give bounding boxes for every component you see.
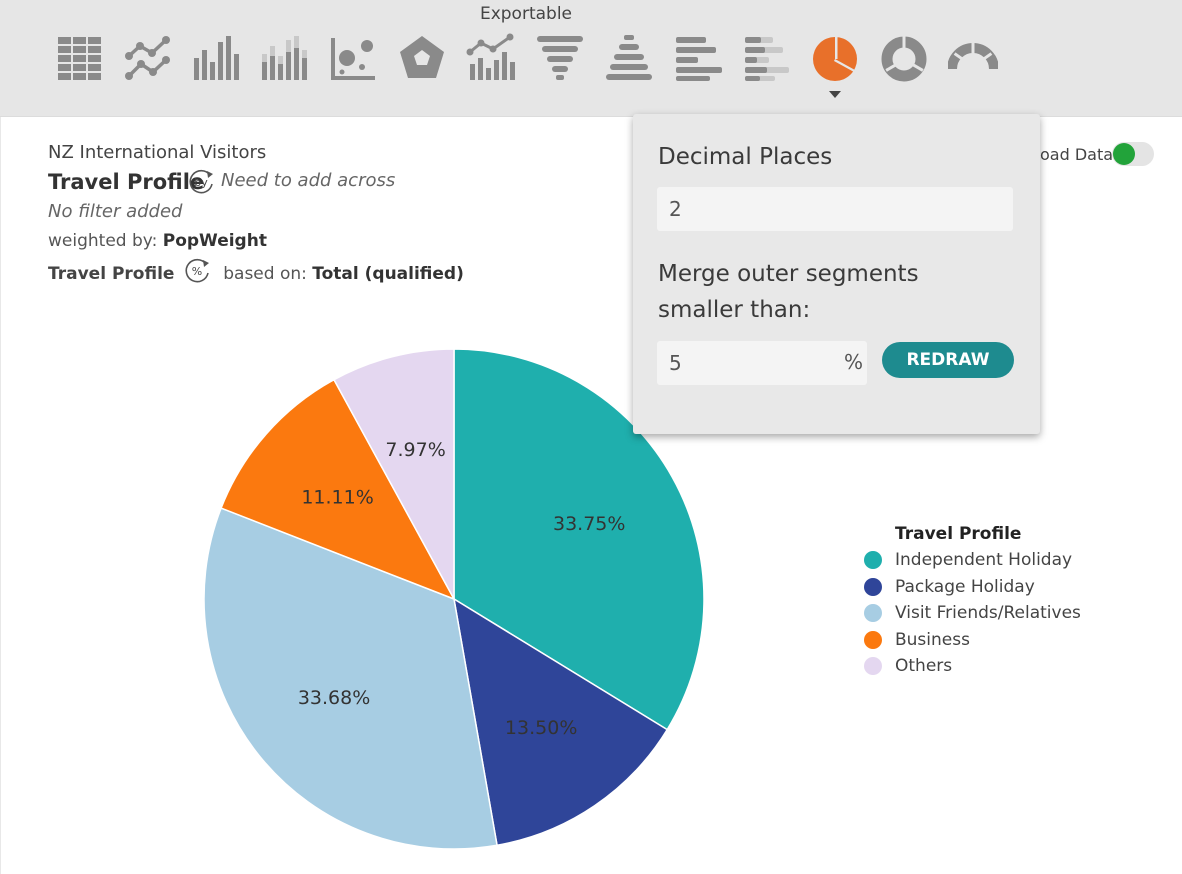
percent-cycle-icon[interactable]: % — [182, 256, 212, 286]
page-subtitle: NZ International Visitors — [48, 142, 267, 163]
horizontal-bar-chart-icon[interactable] — [673, 32, 723, 84]
legend-title: Travel Profile — [895, 524, 1022, 544]
stacked-horizontal-bar-chart-icon[interactable] — [742, 32, 792, 84]
filter-note[interactable]: No filter added — [48, 201, 183, 222]
legend-item-1[interactable]: Package Holiday — [864, 574, 1081, 601]
chart-type-toolbar: Exportable — [0, 0, 1182, 117]
by-badge-label: by — [194, 176, 208, 189]
pie-chart-icon[interactable] — [810, 32, 860, 84]
scatter-chart-icon[interactable] — [328, 32, 378, 84]
based-prefix: based on: — [223, 264, 307, 284]
legend-label: Others — [895, 656, 953, 677]
pie-slice-3[interactable] — [220, 378, 456, 601]
question-title: Travel Profile — [48, 170, 205, 194]
pyramid-chart-icon[interactable] — [604, 32, 654, 84]
decimal-places-input[interactable] — [657, 187, 1013, 231]
load-data-toggle[interactable] — [1112, 142, 1154, 166]
legend-swatch — [864, 657, 882, 676]
left-border — [0, 117, 1, 874]
legend-swatch — [864, 630, 882, 649]
bar-chart-icon[interactable] — [191, 32, 241, 84]
pie-slice-2[interactable] — [203, 507, 498, 850]
pie-data-label-0: 33.75% — [553, 513, 625, 535]
pie-slice-1[interactable] — [452, 597, 669, 847]
based-value[interactable]: Total (qualified) — [312, 264, 464, 284]
by-cycle-icon[interactable]: by — [186, 167, 216, 197]
merge-unit-label: % — [844, 350, 864, 374]
legend-swatch — [864, 604, 882, 623]
stacked-bar-chart-icon[interactable] — [259, 32, 309, 84]
based-question: Travel Profile — [48, 264, 175, 284]
weighted-value[interactable]: PopWeight — [162, 231, 267, 251]
table-icon[interactable] — [55, 32, 105, 84]
funnel-chart-icon[interactable] — [535, 32, 585, 84]
legend-swatch — [864, 577, 882, 596]
pie-data-label-1: 13.50% — [505, 717, 577, 739]
legend-item-2[interactable]: Visit Friends/Relatives — [864, 600, 1081, 627]
legend-item-4[interactable]: Others — [864, 653, 1081, 680]
redraw-button[interactable]: REDRAW — [882, 342, 1014, 378]
merge-label-line2: smaller than: — [658, 297, 811, 323]
pie-data-label-4: 7.97% — [385, 439, 445, 461]
legend-label: Package Holiday — [895, 576, 1035, 597]
legend-label: Business — [895, 629, 970, 650]
pie-data-label-2: 33.68% — [298, 687, 370, 709]
based-on-line: Travel Profile % based on: Total (qualif… — [48, 258, 464, 286]
legend-label: Independent Holiday — [895, 550, 1073, 571]
pie-data-label-3: 11.11% — [301, 487, 373, 509]
legend-label: Visit Friends/Relatives — [895, 603, 1081, 624]
legend-item-0[interactable]: Independent Holiday — [864, 547, 1081, 574]
donut-chart-icon[interactable] — [879, 32, 929, 84]
pct-badge-label: % — [192, 265, 202, 278]
toggle-knob — [1113, 143, 1135, 165]
load-data-label: oad Data: — [1040, 145, 1119, 164]
across-note[interactable]: Need to add across — [221, 170, 396, 191]
gauge-chart-icon[interactable] — [948, 32, 998, 84]
chart-legend: Travel Profile Independent Holiday Packag… — [864, 524, 1081, 680]
decimal-places-label: Decimal Places — [658, 144, 833, 170]
pie-slice-4[interactable] — [332, 348, 455, 600]
pie-slice-0[interactable] — [453, 348, 705, 731]
weighted-prefix: weighted by: — [48, 231, 158, 251]
combo-chart-icon[interactable] — [466, 32, 516, 84]
legend-swatch — [864, 551, 882, 570]
radar-chart-icon[interactable] — [397, 32, 447, 84]
legend-item-3[interactable]: Business — [864, 627, 1081, 654]
active-chart-caret — [829, 91, 841, 98]
chart-options-popup: Decimal Places Merge outer segments smal… — [633, 114, 1040, 434]
pie-chart: 33.75% 13.50% 33.68% 11.11% 7.97% — [203, 348, 705, 850]
merge-threshold-input[interactable] — [657, 341, 867, 385]
line-chart-icon[interactable] — [123, 32, 173, 84]
toolbar-title: Exportable — [479, 4, 573, 24]
merge-label-line1: Merge outer segments — [658, 261, 919, 287]
weighted-line: weighted by: PopWeight — [48, 231, 267, 251]
